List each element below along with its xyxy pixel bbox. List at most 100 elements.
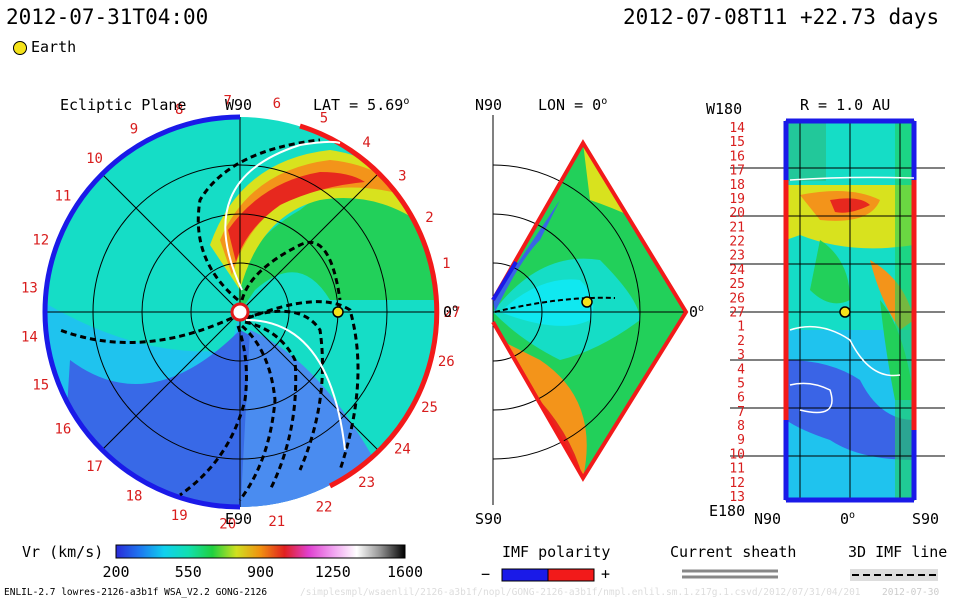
meridional-top-label: N90 xyxy=(475,96,503,114)
latlon-x-mid-value: 0 xyxy=(840,510,850,528)
imf-positive-swatch xyxy=(547,568,595,582)
colorbar-tick-550: 550 xyxy=(175,563,202,581)
vr-colorbar-ticks: 200 550 900 1250 1600 xyxy=(102,563,423,581)
carrington-label-22: 22 xyxy=(316,500,333,516)
latlon-row-label-6: 6 xyxy=(737,391,745,406)
latlon-row-label-8: 8 xyxy=(737,419,745,434)
right-timestamp: 2012-07-08T11 +22.73 days xyxy=(623,5,939,29)
latlon-x-mid: 0o xyxy=(840,510,855,528)
latlon-row-label-4: 4 xyxy=(737,362,745,377)
latlon-row-labels: 1415161718192021222324252627123456789101… xyxy=(729,121,745,505)
ecliptic-boundary-negative xyxy=(42,114,241,510)
latlon-row-label-5: 5 xyxy=(737,377,745,392)
carrington-label-24: 24 xyxy=(394,441,411,457)
carrington-label-5: 5 xyxy=(320,110,328,126)
carrington-label-21: 21 xyxy=(268,514,285,530)
latlon-left-bottom: E180 xyxy=(709,502,746,520)
lon-label: LON = 0o xyxy=(538,96,607,114)
earth-legend-icon xyxy=(13,41,27,55)
latlon-row-label-12: 12 xyxy=(729,476,745,491)
latlon-left-top: W180 xyxy=(706,100,743,118)
vr-colorbar xyxy=(115,544,406,559)
ecliptic-panel xyxy=(42,114,440,510)
carrington-label-9: 9 xyxy=(130,121,138,137)
ecliptic-zero-degree: o xyxy=(452,303,459,314)
latlon-row-label-18: 18 xyxy=(729,178,745,193)
latlon-row-label-11: 11 xyxy=(729,462,745,477)
carrington-label-10: 10 xyxy=(86,151,103,167)
latlon-panel xyxy=(730,118,945,503)
latlon-row-label-23: 23 xyxy=(729,249,745,264)
imf-line-swatch xyxy=(850,569,938,581)
latlon-row-label-22: 22 xyxy=(729,235,745,250)
carrington-label-26: 26 xyxy=(438,354,455,370)
ecliptic-zero-value: 0 xyxy=(443,303,453,321)
meridional-zero-degree: o xyxy=(698,303,705,314)
earth-marker-ecliptic xyxy=(332,306,344,318)
latlon-row-label-16: 16 xyxy=(729,149,745,164)
earth-legend-label: Earth xyxy=(31,38,77,56)
latlon-row-label-10: 10 xyxy=(729,447,745,462)
latlon-row-label-9: 9 xyxy=(737,433,745,448)
carrington-label-3: 3 xyxy=(398,169,406,185)
latlon-x-right: S90 xyxy=(912,510,940,528)
carrington-label-6: 6 xyxy=(273,96,281,112)
sun-marker xyxy=(230,302,250,322)
carrington-label-20: 20 xyxy=(219,517,236,533)
latlon-row-label-24: 24 xyxy=(729,263,745,278)
latlon-row-label-15: 15 xyxy=(729,135,745,150)
carrington-label-7: 7 xyxy=(223,93,231,109)
carrington-label-27: 27 xyxy=(444,305,461,321)
ecliptic-boundary-positive xyxy=(299,123,440,489)
latlon-row-label-2: 2 xyxy=(737,334,745,349)
footer-model-info: ENLIL-2.7 lowres-2126-a3b1f WSA_V2.2 GON… xyxy=(4,587,268,598)
carrington-label-8: 8 xyxy=(175,102,183,118)
carrington-label-16: 16 xyxy=(54,422,71,438)
colorbar-tick-200: 200 xyxy=(102,563,129,581)
meridional-boundary xyxy=(491,139,689,482)
earth-marker-meridional xyxy=(581,296,593,308)
imf-polarity-label: IMF polarity xyxy=(502,543,611,561)
meridional-panel xyxy=(491,115,689,505)
carrington-label-23: 23 xyxy=(358,475,375,491)
lat-label: LAT = 5.69o xyxy=(313,96,409,114)
carrington-label-14: 14 xyxy=(21,330,38,346)
meridional-bottom-label: S90 xyxy=(475,510,503,528)
colorbar-label: Vr (km/s) xyxy=(22,543,104,561)
carrington-label-1: 1 xyxy=(442,256,450,272)
earth-marker-latlon xyxy=(839,306,851,318)
latlon-x-left: N90 xyxy=(754,510,782,528)
latlon-row-label-1: 1 xyxy=(737,320,745,335)
lon-value: LON = 0 xyxy=(538,96,602,114)
carrington-label-13: 13 xyxy=(21,280,38,296)
carrington-label-15: 15 xyxy=(32,378,49,394)
latlon-row-label-25: 25 xyxy=(729,277,745,292)
lat-degree-sign: o xyxy=(403,96,410,107)
model-timestamp: 2012-07-08T11 xyxy=(623,5,788,29)
carrington-label-18: 18 xyxy=(126,489,143,505)
r-label: R = 1.0 AU xyxy=(800,96,891,114)
carrington-label-2: 2 xyxy=(425,210,433,226)
latlon-row-label-3: 3 xyxy=(737,348,745,363)
footer-path: /simplesmpl/wsaenlil/2126-a3b1f/nopl/GON… xyxy=(300,587,860,598)
colorbar-tick-900: 900 xyxy=(247,563,274,581)
meridional-zero-value: 0 xyxy=(689,303,699,321)
ecliptic-zero: 0o xyxy=(443,303,458,321)
imf-negative-swatch xyxy=(501,568,549,582)
latlon-row-label-7: 7 xyxy=(737,405,745,420)
latlon-row-label-19: 19 xyxy=(729,192,745,207)
meridional-zero: 0o xyxy=(689,303,704,321)
imf-line-label: 3D IMF line xyxy=(848,543,948,561)
latlon-row-label-26: 26 xyxy=(729,291,745,306)
day-offset: +22.73 days xyxy=(800,5,940,29)
lon-degree-sign: o xyxy=(601,96,608,107)
footer-date: 2012-07-30 xyxy=(882,587,940,598)
lat-value: LAT = 5.69 xyxy=(313,96,404,114)
carrington-label-19: 19 xyxy=(171,508,188,524)
left-timestamp: 2012-07-31T04:00 xyxy=(6,5,209,29)
imf-plus-label: + xyxy=(601,565,611,583)
latlon-row-label-21: 21 xyxy=(729,220,745,235)
latlon-row-label-17: 17 xyxy=(729,164,745,179)
